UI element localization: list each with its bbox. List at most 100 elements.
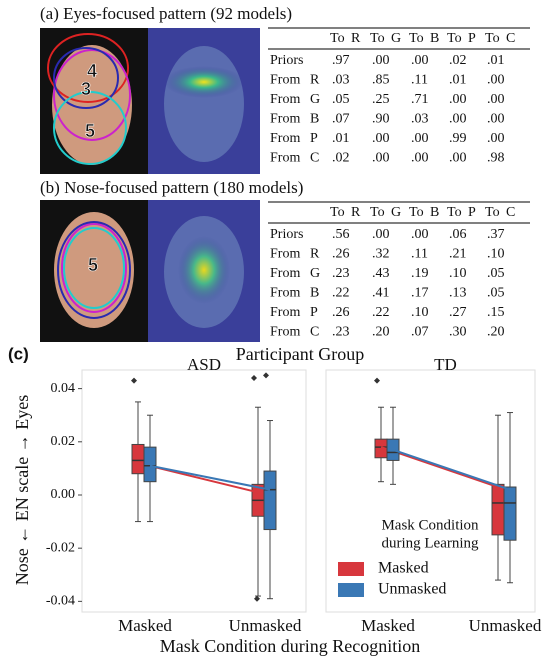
cell: .19 bbox=[411, 266, 429, 281]
cell: .00 bbox=[411, 151, 429, 166]
mean-line bbox=[392, 448, 511, 491]
cell: .01 bbox=[332, 131, 350, 146]
plot-frame bbox=[81, 369, 307, 613]
box bbox=[503, 486, 517, 541]
panel-label: (c) bbox=[8, 344, 29, 363]
col-header-state: B bbox=[430, 31, 439, 46]
y-tick-label: -0.04 bbox=[46, 594, 75, 609]
cell: .23 bbox=[332, 325, 350, 340]
x-tick-label: Masked bbox=[118, 616, 172, 635]
cell: .41 bbox=[372, 286, 390, 301]
col-header: To bbox=[409, 205, 424, 220]
cell: .10 bbox=[487, 247, 505, 262]
cell: .71 bbox=[411, 92, 429, 107]
x-tick-label: Unmasked bbox=[229, 616, 302, 635]
cell: .05 bbox=[487, 266, 505, 281]
row-header: From bbox=[270, 131, 300, 146]
cell: .90 bbox=[372, 112, 390, 127]
cell: .17 bbox=[411, 286, 429, 301]
cell: .06 bbox=[449, 227, 467, 242]
col-header-state: R bbox=[351, 31, 361, 46]
legend-title: during Learning bbox=[381, 535, 479, 551]
cell: .00 bbox=[487, 73, 505, 88]
cell: .00 bbox=[411, 53, 429, 68]
row-header-state: R bbox=[310, 73, 320, 88]
cell: .37 bbox=[487, 227, 505, 242]
cell: .26 bbox=[332, 305, 350, 320]
row-header: From bbox=[270, 112, 300, 127]
cell: .00 bbox=[372, 151, 390, 166]
panel-title: (b) Nose-focused pattern (180 models) bbox=[40, 178, 303, 197]
row-header: From bbox=[270, 151, 300, 166]
image-label: 5 bbox=[85, 121, 95, 141]
cell: .00 bbox=[449, 151, 467, 166]
col-header: To bbox=[447, 31, 462, 46]
legend-swatch bbox=[338, 583, 364, 597]
cell: .07 bbox=[411, 325, 429, 340]
image-a bbox=[40, 28, 260, 174]
row-header-state: G bbox=[310, 266, 320, 281]
col-header-state: R bbox=[351, 205, 361, 220]
cell: .13 bbox=[449, 286, 467, 301]
cell: .85 bbox=[372, 73, 390, 88]
x-tick-label: Unmasked bbox=[469, 616, 542, 635]
y-axis-label: Nose ← EN scale → Eyes bbox=[12, 395, 32, 585]
cell: .05 bbox=[332, 92, 350, 107]
cell: .03 bbox=[332, 73, 350, 88]
cell: .00 bbox=[487, 131, 505, 146]
x-tick-label: Masked bbox=[361, 616, 415, 635]
box bbox=[263, 470, 277, 531]
col-header-state: P bbox=[468, 31, 476, 46]
y-tick-label: 0.04 bbox=[51, 381, 76, 396]
col-header-state: B bbox=[430, 205, 439, 220]
legend-label: Unmasked bbox=[378, 581, 446, 598]
legend-label: Masked bbox=[378, 560, 429, 577]
col-header-state: C bbox=[506, 205, 515, 220]
y-tick-label: -0.02 bbox=[46, 540, 75, 555]
row-header-state: P bbox=[310, 305, 318, 320]
row-header-state: C bbox=[310, 151, 319, 166]
cell: .01 bbox=[449, 73, 467, 88]
cell: .03 bbox=[411, 112, 429, 127]
cell: .07 bbox=[332, 112, 350, 127]
image-label: 5 bbox=[88, 255, 98, 275]
cell: .10 bbox=[449, 266, 467, 281]
cell: .00 bbox=[372, 53, 390, 68]
cell: .02 bbox=[449, 53, 467, 68]
panel-title: (a) Eyes-focused pattern (92 models) bbox=[40, 4, 292, 23]
box bbox=[131, 443, 145, 475]
cell: .11 bbox=[411, 73, 428, 88]
cell: .00 bbox=[411, 227, 429, 242]
row-header: From bbox=[270, 92, 300, 107]
row-header: From bbox=[270, 247, 300, 262]
cell: .21 bbox=[449, 247, 467, 262]
row-header: Priors bbox=[270, 53, 303, 68]
row-header-state: C bbox=[310, 325, 319, 340]
group-title: TD bbox=[434, 355, 457, 374]
outlier bbox=[131, 377, 137, 384]
row-header: From bbox=[270, 73, 300, 88]
col-header: To bbox=[409, 31, 424, 46]
cell: .20 bbox=[372, 325, 390, 340]
cell: .00 bbox=[411, 131, 429, 146]
cell: .15 bbox=[487, 305, 505, 320]
cell: .98 bbox=[487, 151, 505, 166]
cell: .00 bbox=[487, 92, 505, 107]
outlier bbox=[374, 377, 380, 384]
col-header-state: C bbox=[506, 31, 515, 46]
legend-title: Mask Condition bbox=[381, 517, 479, 533]
cell: .56 bbox=[332, 227, 350, 242]
col-header: To bbox=[370, 205, 385, 220]
cell: .11 bbox=[411, 247, 428, 262]
legend-swatch bbox=[338, 562, 364, 576]
col-header-state: P bbox=[468, 205, 476, 220]
col-header: To bbox=[485, 205, 500, 220]
cell: .00 bbox=[449, 112, 467, 127]
col-header: To bbox=[447, 205, 462, 220]
image-label: 3 bbox=[81, 79, 91, 99]
cell: .02 bbox=[332, 151, 350, 166]
x-axis-label: Mask Condition during Recognition bbox=[160, 636, 421, 656]
outlier bbox=[251, 374, 257, 381]
mean-line bbox=[380, 446, 499, 488]
